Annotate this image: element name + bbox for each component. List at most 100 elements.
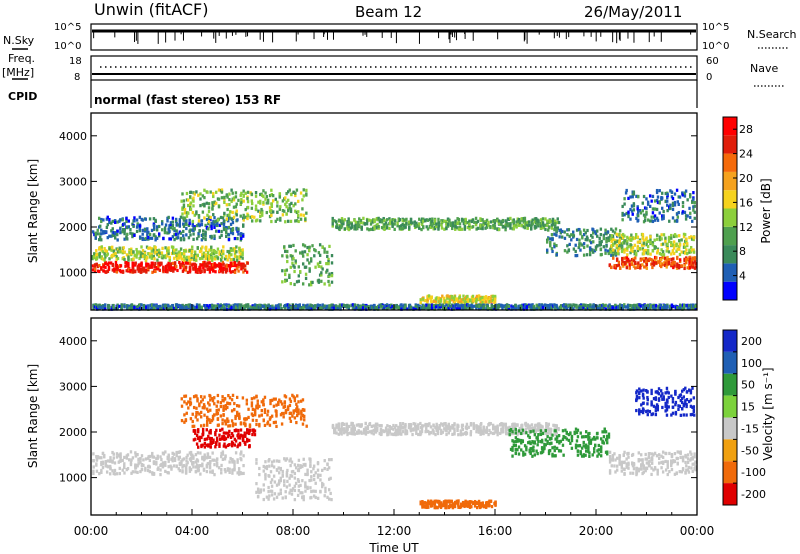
heatmap-cell: [230, 188, 233, 192]
heatmap-cell: [166, 248, 169, 253]
heatmap-cell: [529, 226, 533, 231]
heatmap-cell: [96, 269, 100, 273]
heatmap-cell: [128, 304, 131, 308]
freq-unit-label: [MHz]: [2, 66, 34, 79]
heatmap-cell: [361, 304, 365, 308]
heatmap-cell: [221, 457, 225, 461]
heatmap-cell: [353, 224, 356, 228]
heatmap-cell: [229, 222, 233, 226]
heatmap-cell: [686, 266, 689, 270]
heatmap-cell: [173, 457, 177, 461]
heatmap-cell: [472, 304, 476, 308]
heatmap-cell: [287, 190, 290, 194]
heatmap-cell: [265, 307, 268, 311]
heatmap-cell: [145, 270, 148, 274]
heatmap-cell: [196, 451, 200, 455]
heatmap-cell: [661, 250, 665, 254]
heatmap-cell: [128, 306, 131, 310]
heatmap-cell: [188, 265, 192, 269]
heatmap-cell: [646, 245, 650, 249]
heatmap-cell: [195, 210, 198, 214]
heatmap-cell: [217, 205, 221, 209]
heatmap-cell: [439, 299, 442, 303]
heatmap-cell: [339, 304, 342, 308]
heatmap-cell: [425, 225, 428, 229]
heatmap-cell: [553, 245, 556, 249]
freq-tick-low: 8: [74, 72, 80, 83]
heatmap-cell: [207, 215, 211, 219]
heatmap-cell: [189, 228, 192, 232]
heatmap-cell: [192, 438, 196, 442]
heatmap-cell: [556, 220, 559, 225]
heatmap-cell: [160, 251, 164, 255]
heatmap-cell: [228, 467, 231, 471]
heatmap-cell: [122, 256, 125, 260]
heatmap-cell: [167, 246, 170, 250]
heatmap-cell: [213, 225, 216, 230]
heatmap-cell: [667, 250, 671, 254]
heatmap-cell: [173, 238, 176, 242]
heatmap-cell: [650, 215, 653, 219]
heatmap-cell: [354, 223, 358, 227]
heatmap-cell: [175, 223, 178, 227]
heatmap-cell: [143, 251, 147, 255]
heatmap-cell: [136, 470, 139, 475]
heatmap-cell: [207, 206, 211, 210]
heatmap-cell: [176, 257, 179, 261]
heatmap-cell: [383, 223, 386, 227]
heatmap-cell: [134, 470, 137, 474]
heatmap-cell: [310, 307, 313, 311]
heatmap-cell: [197, 430, 200, 434]
heatmap-cell: [694, 304, 698, 309]
heatmap-cell: [599, 247, 603, 251]
heatmap-cell: [157, 248, 161, 252]
heatmap-cell: [289, 244, 292, 248]
heatmap-cell: [138, 306, 142, 310]
heatmap-cell: [575, 305, 578, 309]
heatmap-cell: [340, 219, 344, 223]
heatmap-cell: [160, 462, 163, 467]
heatmap-cell: [431, 217, 434, 221]
heatmap-cell: [93, 303, 97, 307]
heatmap-cell: [183, 249, 186, 253]
heatmap-cell: [146, 468, 150, 473]
heatmap-cell: [150, 256, 154, 260]
heatmap-cell: [118, 466, 121, 471]
heatmap-cell: [437, 224, 441, 228]
heatmap-cell: [481, 300, 484, 305]
heatmap-cell: [130, 251, 133, 255]
heatmap-cell: [673, 203, 677, 207]
heatmap-cell: [592, 240, 595, 244]
heatmap-cell: [519, 305, 523, 309]
heatmap-cell: [487, 223, 490, 227]
heatmap-cell: [177, 457, 180, 461]
heatmap-cell: [304, 272, 308, 276]
heatmap-cell: [313, 248, 316, 252]
colorbar-tick-label: 16: [739, 196, 753, 209]
heatmap-cell: [313, 254, 316, 258]
heatmap-cell: [667, 235, 671, 240]
heatmap-cell: [626, 253, 629, 257]
heatmap-cell: [299, 213, 303, 217]
heatmap-cell: [264, 191, 267, 195]
heatmap-cell: [692, 250, 696, 254]
heatmap-cell: [602, 237, 605, 241]
heatmap-cell: [207, 217, 211, 222]
heatmap-cell: [172, 464, 176, 468]
heatmap-cell: [231, 197, 234, 201]
heatmap-cell: [198, 224, 201, 228]
heatmap-cell: [125, 269, 128, 273]
heatmap-cell: [646, 252, 650, 256]
heatmap-cell: [382, 304, 386, 308]
heatmap-cell: [140, 303, 143, 307]
heatmap-cell: [195, 433, 199, 438]
heatmap-cell: [226, 213, 229, 218]
heatmap-cell: [175, 450, 178, 455]
heatmap-cell: [164, 223, 168, 227]
heatmap-cell: [138, 229, 142, 233]
heatmap-cell: [122, 222, 125, 227]
heatmap-cell: [651, 249, 655, 253]
heatmap-cell: [675, 266, 679, 270]
heatmap-cell: [108, 257, 111, 261]
heatmap-cell: [234, 211, 238, 215]
